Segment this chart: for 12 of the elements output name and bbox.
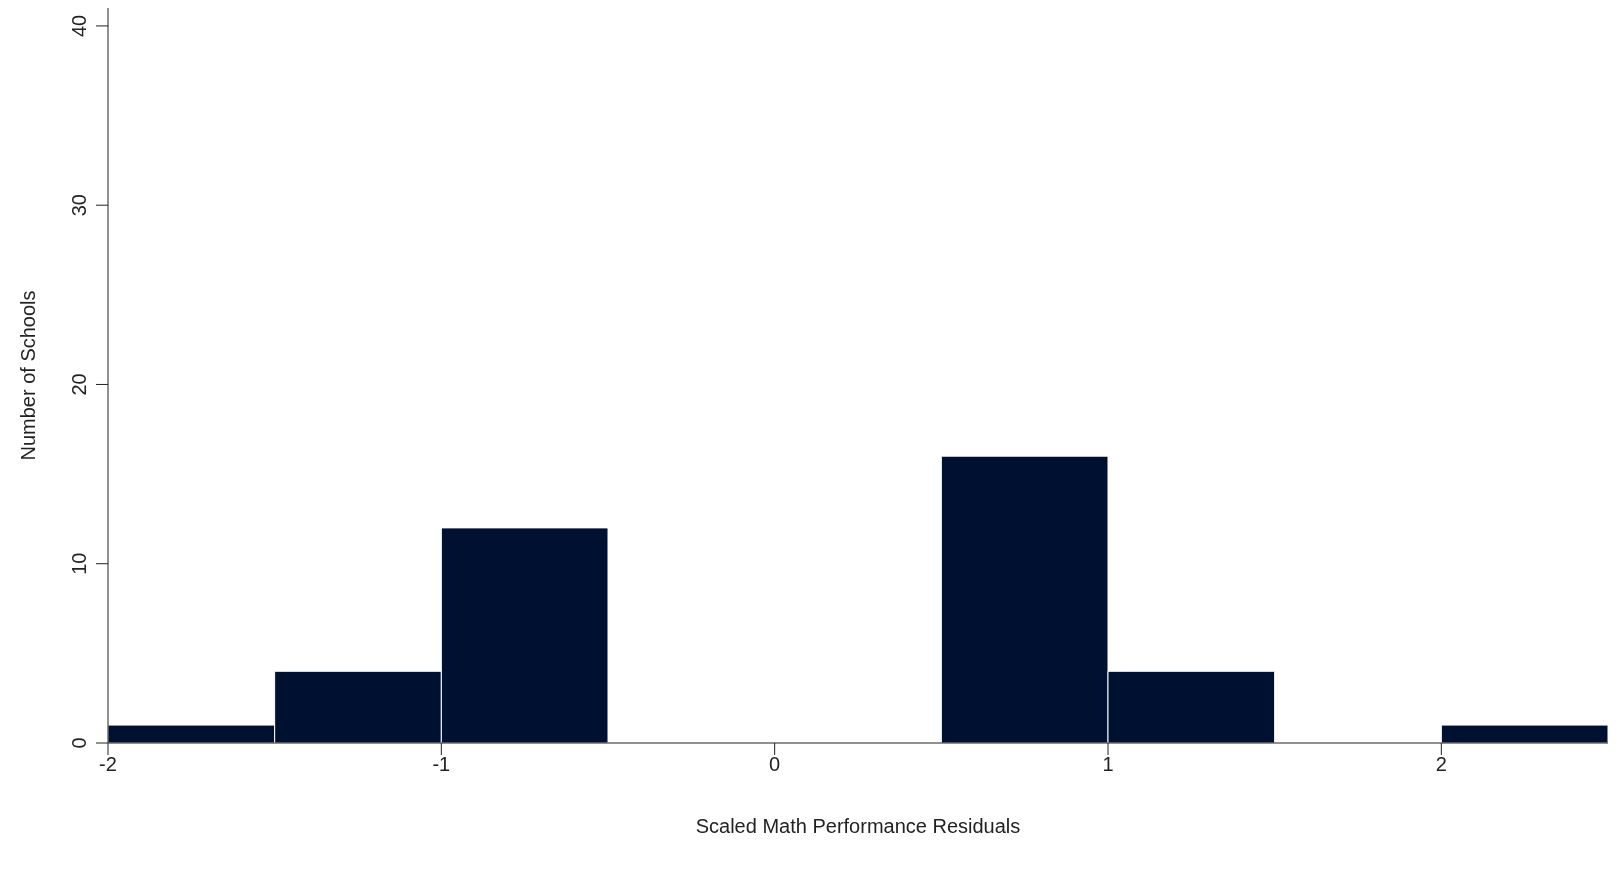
x-tick-label: 2 [1435,753,1447,776]
x-tick-label: 1 [1102,753,1114,776]
x-tick-label: -1 [432,753,451,776]
y-tick-label: 0 [68,737,90,749]
y-axis-title: Number of Schools [17,290,40,461]
y-tick-label: 40 [68,14,90,38]
y-tick-label: 30 [68,194,90,217]
x-axis-title: Scaled Math Performance Residuals [695,815,1021,837]
y-tick-label: 20 [68,373,90,396]
x-tick-label: -2 [99,753,117,776]
x-tick-label: 0 [769,753,781,776]
y-tick-label: 10 [68,552,90,575]
